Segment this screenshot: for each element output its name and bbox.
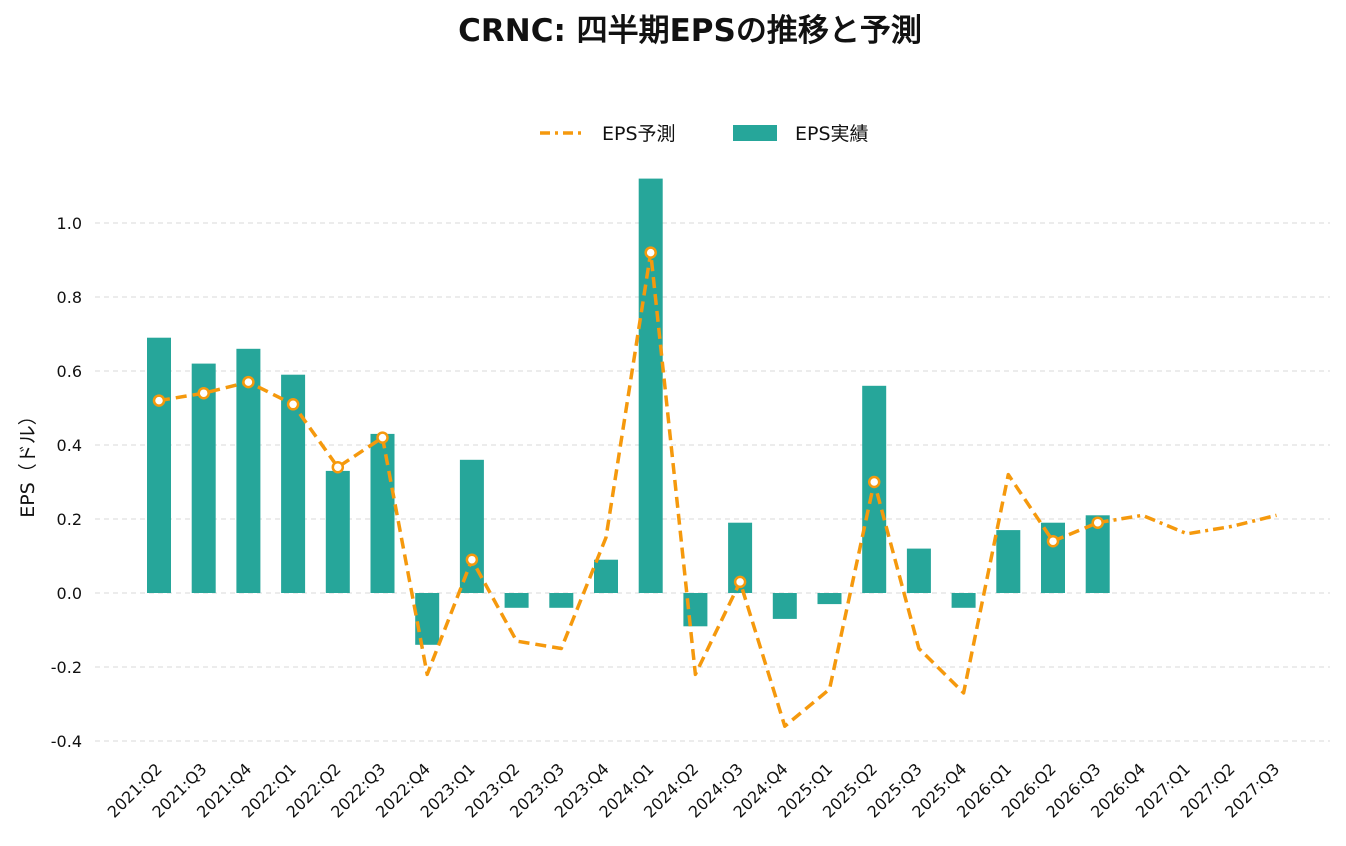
grid-lines [95,222,1330,742]
eps-actual-bar [772,593,797,619]
legend-actual-label: EPS実績 [795,123,869,145]
eps-forecast-point [1046,534,1060,548]
eps-actual-bar [996,530,1021,593]
eps-forecast-future-line [1097,513,1277,536]
line-series [152,246,1277,728]
eps-forecast-point [644,246,657,259]
eps-forecast-point [867,475,881,489]
y-tick-label: 0.0 [57,584,82,603]
eps-actual-bar [504,593,529,608]
eps-actual-bar [236,348,261,593]
y-tick-label: -0.4 [51,732,82,751]
eps-forecast-point [242,375,255,389]
eps-actual-bar [415,593,440,645]
eps-actual-bar [817,593,842,605]
eps-actual-bar [325,470,350,593]
y-tick-label: 0.8 [57,288,82,307]
y-tick-label: -0.2 [51,658,82,677]
eps-actual-bar [594,559,618,593]
legend-actual-swatch [733,125,777,141]
y-tick-label: 0.6 [57,362,82,381]
y-axis-ticks: -0.4 -0.2 0.0 0.2 0.4 0.6 0.8 1.0 [51,214,82,751]
eps-actual-bar [549,593,574,608]
y-tick-label: 0.4 [57,436,82,455]
eps-forecast-point [152,394,166,407]
x-axis-ticks: 2021:Q22021:Q32021:Q42022:Q12022:Q22022:… [104,759,1284,821]
legend: EPS予測 EPS実績 [540,123,869,145]
eps-actual-bar [862,385,887,593]
eps-forecast-line [158,250,1099,728]
eps-forecast-point [1091,516,1104,529]
bar-series [147,178,1110,645]
eps-actual-bar [951,593,976,608]
eps-actual-bar [683,593,708,627]
eps-actual-bar [281,374,306,593]
eps-forecast-point [376,431,389,444]
y-tick-label: 1.0 [57,214,82,233]
eps-forecast-point [286,398,300,411]
legend-forecast-label: EPS予測 [602,123,676,145]
eps-forecast-point [331,460,345,474]
y-axis-label: EPS（ドル） [17,406,39,518]
eps-actual-bar [191,363,216,593]
y-tick-label: 0.2 [57,510,82,529]
eps-forecast-point [197,386,210,400]
eps-actual-bar [1041,522,1065,593]
eps-forecast-point [465,553,479,566]
eps-actual-bar [370,433,395,593]
eps-actual-bar [906,548,931,593]
eps-actual-bar [147,337,171,593]
chart-title: CRNC: 四半期EPSの推移と予測 [458,13,922,49]
eps-actual-bar [638,178,663,593]
eps-forecast-point [733,575,747,589]
